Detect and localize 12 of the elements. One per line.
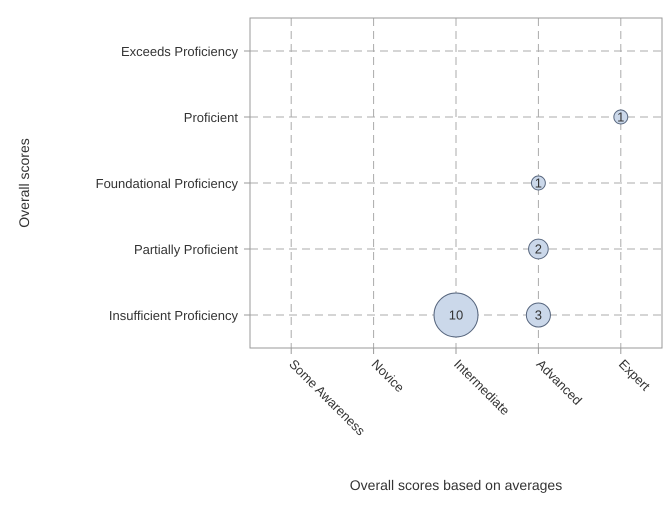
y-tick-label: Foundational Proficiency [96,176,238,191]
data-label: 1 [534,176,542,191]
y-tick-label: Exceeds Proficiency [120,44,238,59]
y-tick-label: Insufficient Proficiency [108,308,238,323]
data-label: 1 [617,110,624,125]
y-axis-title: Overall scores [16,138,32,228]
x-axis-title: Overall scores based on averages [350,477,562,493]
data-label: 10 [448,308,464,323]
data-label: 3 [534,308,542,323]
y-tick-label: Proficient [184,110,238,125]
data-label: 2 [534,242,542,257]
y-tick-label: Partially Proficient [134,242,238,257]
